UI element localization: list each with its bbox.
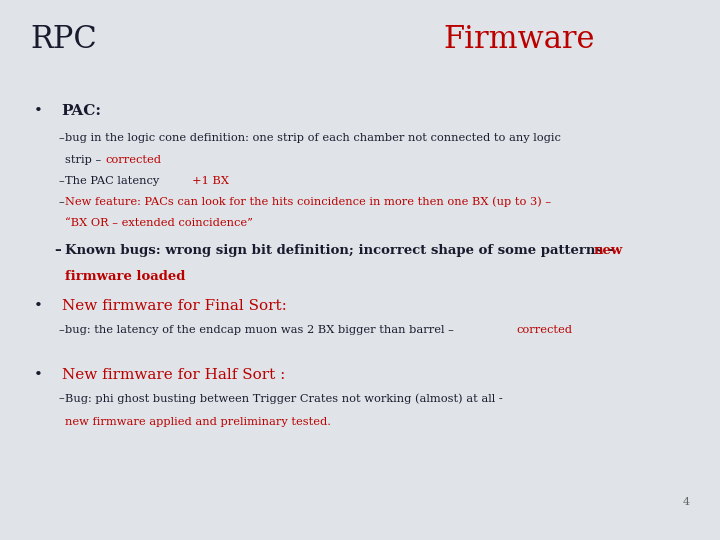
Text: +1 BX: +1 BX [192, 176, 229, 186]
Text: “BX OR – extended coincidence”: “BX OR – extended coincidence” [65, 218, 253, 228]
Text: RPC: RPC [30, 24, 97, 55]
Text: •: • [34, 299, 42, 313]
Text: firmware loaded: firmware loaded [65, 269, 185, 282]
Text: Firmware: Firmware [444, 24, 595, 55]
Text: The PAC latency: The PAC latency [65, 176, 163, 186]
Text: new firmware applied and preliminary tested.: new firmware applied and preliminary tes… [65, 417, 331, 428]
Text: •: • [34, 368, 42, 382]
Text: new: new [593, 244, 623, 257]
Text: –: – [58, 133, 64, 143]
Text: Bug: phi ghost busting between Trigger Crates not working (almost) at all -: Bug: phi ghost busting between Trigger C… [65, 394, 503, 404]
Text: Known bugs: wrong sign bit definition; incorrect shape of some patterns –: Known bugs: wrong sign bit definition; i… [65, 244, 619, 257]
Text: strip –: strip – [65, 156, 105, 165]
Text: –: – [58, 176, 64, 186]
Text: PAC:: PAC: [61, 104, 102, 118]
Text: bug: the latency of the endcap muon was 2 BX bigger than barrel –: bug: the latency of the endcap muon was … [65, 325, 457, 335]
Text: 4: 4 [683, 497, 690, 508]
Text: –: – [58, 325, 64, 335]
Text: New firmware for Final Sort:: New firmware for Final Sort: [61, 299, 287, 313]
Text: •: • [34, 104, 42, 118]
Text: corrected: corrected [517, 325, 573, 335]
Text: –: – [58, 394, 64, 403]
Text: corrected: corrected [105, 156, 161, 165]
Text: –: – [55, 244, 61, 257]
Text: New feature: PACs can look for the hits coincidence in more then one BX (up to 3: New feature: PACs can look for the hits … [65, 197, 551, 207]
Text: –: – [58, 197, 64, 207]
Text: New firmware for Half Sort :: New firmware for Half Sort : [61, 368, 285, 382]
Text: bug in the logic cone definition: one strip of each chamber not connected to any: bug in the logic cone definition: one st… [65, 133, 561, 143]
